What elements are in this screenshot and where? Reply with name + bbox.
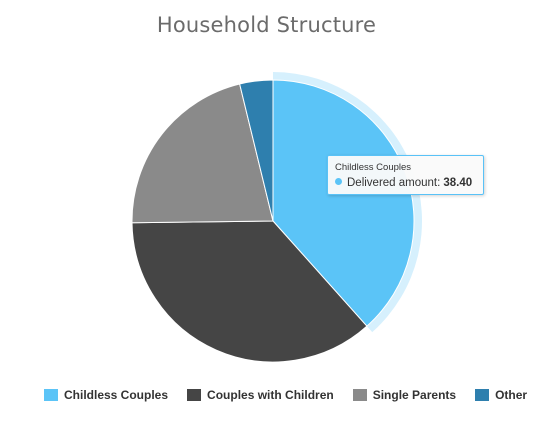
legend-swatch-icon <box>475 389 490 401</box>
legend-item-other[interactable]: Other <box>475 388 527 402</box>
chart-title: Household Structure <box>156 13 377 37</box>
pie-slice-other[interactable] <box>239 79 274 222</box>
legend-item-couples-with-children[interactable]: Couples with Children <box>187 388 334 402</box>
tooltip-series-label: Delivered amount: <box>347 177 441 189</box>
legend-item-single-parents[interactable]: Single Parents <box>352 388 457 402</box>
legend-label: Other <box>495 388 528 402</box>
legend: Childless Couples Couples with Children … <box>44 387 533 403</box>
legend-swatch-icon <box>352 389 367 401</box>
pie-slice-single-parents[interactable] <box>131 83 274 224</box>
tooltip: Childless Couples Delivered amount: 38.40 <box>327 155 484 195</box>
pie-slices[interactable] <box>131 79 415 363</box>
legend-label: Couples with Children <box>207 388 334 402</box>
legend-swatch-icon <box>44 389 58 401</box>
tooltip-row: Delivered amount: 38.40 <box>335 176 483 190</box>
legend-label: Childless Couples <box>64 388 169 402</box>
legend-swatch-icon <box>187 389 202 401</box>
pie-slice-couples-with-children[interactable] <box>131 220 368 363</box>
tooltip-category: Childless Couples <box>335 162 412 173</box>
tooltip-value: 38.40 <box>443 177 473 189</box>
tooltip-dot-icon <box>335 178 342 185</box>
legend-item-childless-couples[interactable]: Childless Couples <box>44 388 168 402</box>
legend-label: Single Parents <box>372 388 457 402</box>
